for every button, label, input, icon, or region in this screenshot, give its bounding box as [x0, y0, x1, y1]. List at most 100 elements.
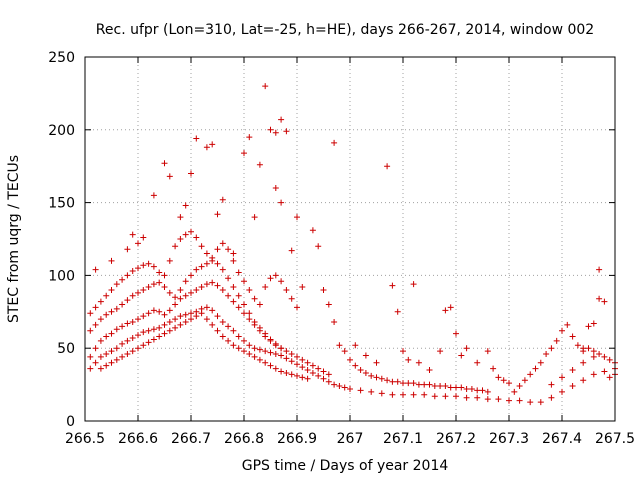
data-point [103, 362, 110, 369]
data-point [193, 266, 200, 273]
data-point [596, 295, 603, 302]
x-tick-label: 266.5 [65, 431, 105, 447]
data-point [156, 269, 163, 276]
data-point [135, 332, 141, 339]
data-point [331, 139, 338, 146]
data-point [580, 359, 587, 366]
x-tick-label: 267.2 [436, 431, 476, 447]
data-point [569, 333, 576, 340]
data-point [278, 199, 285, 206]
data-point [251, 214, 258, 221]
data-point [140, 262, 147, 269]
data-point [92, 321, 99, 328]
data-point [453, 330, 459, 337]
data-point [256, 301, 263, 308]
data-point [166, 257, 173, 264]
data-point [97, 337, 104, 344]
data-point [87, 365, 94, 372]
data-point [188, 272, 194, 279]
data-point [97, 365, 104, 372]
data-point [182, 311, 189, 318]
data-point [309, 369, 316, 376]
data-point [251, 318, 258, 325]
data-point [150, 281, 157, 288]
data-point [87, 327, 94, 334]
data-point [421, 381, 428, 388]
data-point [347, 356, 353, 363]
data-point [341, 384, 348, 391]
data-point [527, 371, 534, 378]
data-point [267, 126, 274, 133]
x-tick-label: 267.1 [383, 431, 423, 447]
data-point [124, 351, 131, 358]
data-point [214, 282, 221, 289]
data-point [225, 337, 232, 344]
data-point [394, 378, 401, 385]
data-point [341, 348, 348, 355]
data-point [230, 250, 237, 257]
data-point [453, 393, 459, 400]
data-point [235, 333, 242, 340]
data-point [203, 144, 210, 151]
data-point [177, 295, 184, 302]
data-point [294, 372, 300, 379]
data-point [177, 286, 184, 293]
data-point [124, 272, 131, 279]
data-point [442, 393, 449, 400]
data-point [537, 399, 544, 406]
data-point [347, 385, 353, 392]
data-point [103, 311, 110, 318]
data-point [97, 353, 104, 360]
data-point [580, 345, 587, 352]
data-point [426, 367, 433, 374]
data-point [92, 304, 99, 311]
data-point [113, 305, 120, 312]
data-point [256, 356, 263, 363]
data-point [325, 378, 332, 385]
data-point [410, 391, 417, 398]
x-tick-label: 266.9 [277, 431, 317, 447]
data-point [272, 272, 279, 279]
data-point [299, 364, 306, 371]
data-point [140, 342, 147, 349]
x-tick-label: 266.8 [224, 431, 264, 447]
data-point [320, 286, 327, 293]
data-point [97, 316, 104, 323]
data-point [219, 240, 226, 247]
x-tick-label: 267.5 [595, 431, 635, 447]
data-point [203, 250, 210, 257]
data-point [177, 236, 184, 242]
data-point [150, 263, 157, 270]
data-point [193, 234, 200, 241]
data-point [103, 333, 110, 340]
data-point [373, 374, 380, 381]
data-point [230, 298, 237, 305]
data-point [113, 356, 120, 363]
data-point [246, 351, 253, 358]
data-point [203, 316, 210, 323]
data-point [357, 387, 364, 394]
data-point [442, 383, 449, 390]
data-point [135, 240, 141, 247]
data-point [230, 342, 237, 349]
data-point [177, 321, 184, 328]
data-point [150, 326, 157, 333]
data-point [331, 381, 338, 388]
data-point [241, 150, 247, 157]
data-point [336, 383, 343, 390]
data-point [198, 310, 205, 317]
data-point [156, 333, 163, 340]
data-point [103, 351, 110, 358]
data-point [325, 371, 332, 378]
data-point [580, 377, 587, 384]
data-point [262, 348, 269, 355]
data-point [113, 281, 120, 288]
data-point [304, 375, 311, 382]
data-point [569, 367, 576, 374]
data-point [596, 266, 603, 273]
data-point [362, 369, 369, 376]
data-point [362, 352, 369, 359]
data-point [590, 353, 597, 360]
data-point [532, 365, 539, 372]
data-point [463, 385, 470, 392]
